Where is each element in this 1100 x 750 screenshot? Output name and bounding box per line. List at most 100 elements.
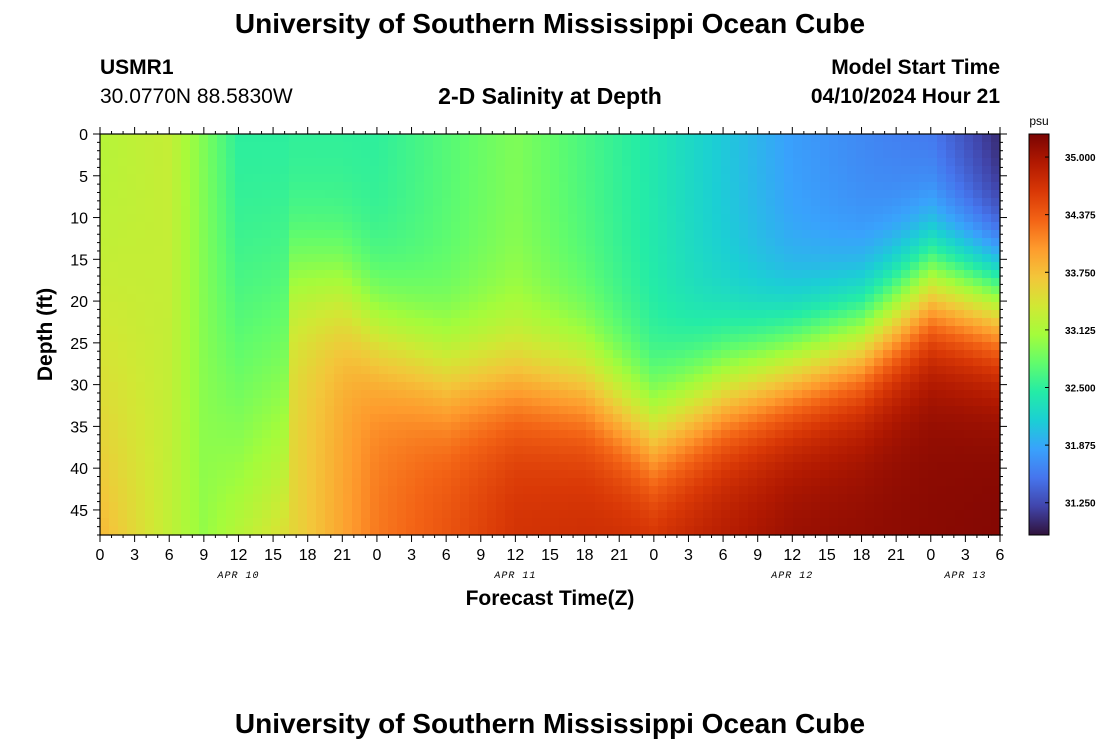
heatmap-cell bbox=[685, 390, 695, 399]
heatmap-cell bbox=[550, 294, 560, 303]
heatmap-cell bbox=[280, 270, 290, 279]
heatmap-cell bbox=[370, 478, 380, 487]
heatmap-cell bbox=[910, 478, 920, 487]
heatmap-cell bbox=[865, 150, 875, 159]
heatmap-cell bbox=[901, 206, 911, 215]
heatmap-cell bbox=[919, 414, 929, 423]
heatmap-cell bbox=[757, 430, 767, 439]
heatmap-cell bbox=[541, 334, 551, 343]
heatmap-cell bbox=[217, 318, 227, 327]
heatmap-cell bbox=[883, 254, 893, 263]
heatmap-cell bbox=[352, 262, 362, 271]
heatmap-cell bbox=[505, 182, 515, 191]
heatmap-cell bbox=[487, 462, 497, 471]
heatmap-cell bbox=[514, 310, 524, 319]
heatmap-cell bbox=[820, 182, 830, 191]
heatmap-cell bbox=[397, 150, 407, 159]
heatmap-cell bbox=[766, 214, 776, 223]
heatmap-cell bbox=[937, 462, 947, 471]
heatmap-cell bbox=[208, 230, 218, 239]
heatmap-cell bbox=[541, 478, 551, 487]
heatmap-cell bbox=[100, 526, 110, 535]
heatmap-cell bbox=[748, 358, 758, 367]
heatmap-cell bbox=[316, 198, 326, 207]
heatmap-cell bbox=[217, 502, 227, 511]
heatmap-cell bbox=[442, 318, 452, 327]
heatmap-cell bbox=[415, 174, 425, 183]
heatmap-cell bbox=[343, 206, 353, 215]
heatmap-cell bbox=[172, 454, 182, 463]
heatmap-cell bbox=[199, 494, 209, 503]
heatmap-cell bbox=[154, 326, 164, 335]
heatmap-cell bbox=[334, 254, 344, 263]
heatmap-cell bbox=[604, 334, 614, 343]
heatmap-cell bbox=[820, 318, 830, 327]
heatmap-cell bbox=[127, 198, 137, 207]
heatmap-cell bbox=[325, 438, 335, 447]
heatmap-cell bbox=[496, 382, 506, 391]
heatmap-cell bbox=[910, 334, 920, 343]
heatmap-cell bbox=[766, 398, 776, 407]
heatmap-cell bbox=[262, 158, 272, 167]
heatmap-cell bbox=[163, 510, 173, 519]
heatmap-cell bbox=[442, 134, 452, 143]
heatmap-cell bbox=[649, 342, 659, 351]
heatmap-cell bbox=[280, 502, 290, 511]
heatmap-cell bbox=[649, 270, 659, 279]
heatmap-cell bbox=[469, 374, 479, 383]
heatmap-cell bbox=[604, 358, 614, 367]
heatmap-cell bbox=[397, 358, 407, 367]
heatmap-cell bbox=[973, 166, 983, 175]
heatmap-cell bbox=[199, 326, 209, 335]
heatmap-cell bbox=[640, 278, 650, 287]
heatmap-cell bbox=[532, 526, 542, 535]
heatmap-cell bbox=[613, 142, 623, 151]
heatmap-cell bbox=[496, 454, 506, 463]
heatmap-cell bbox=[694, 390, 704, 399]
heatmap-cell bbox=[775, 142, 785, 151]
heatmap-cell bbox=[460, 518, 470, 527]
heatmap-cell bbox=[613, 502, 623, 511]
heatmap-cell bbox=[451, 502, 461, 511]
heatmap-cell bbox=[361, 302, 371, 311]
heatmap-cell bbox=[631, 422, 641, 431]
heatmap-cell bbox=[667, 262, 677, 271]
heatmap-cell bbox=[586, 462, 596, 471]
heatmap-cell bbox=[622, 254, 632, 263]
heatmap-cell bbox=[892, 134, 902, 143]
heatmap-cell bbox=[442, 406, 452, 415]
heatmap-cell bbox=[316, 286, 326, 295]
heatmap-cell bbox=[793, 270, 803, 279]
heatmap-cell bbox=[901, 478, 911, 487]
heatmap-cell bbox=[928, 166, 938, 175]
heatmap-cell bbox=[397, 510, 407, 519]
heatmap-cell bbox=[280, 518, 290, 527]
heatmap-cell bbox=[928, 150, 938, 159]
heatmap-cell bbox=[460, 470, 470, 479]
heatmap-cell bbox=[460, 510, 470, 519]
heatmap-cell bbox=[478, 318, 488, 327]
heatmap-cell bbox=[640, 430, 650, 439]
heatmap-cell bbox=[820, 494, 830, 503]
heatmap-cell bbox=[577, 294, 587, 303]
heatmap-cell bbox=[334, 206, 344, 215]
heatmap-cell bbox=[865, 174, 875, 183]
heatmap-cell bbox=[838, 206, 848, 215]
heatmap-cell bbox=[811, 214, 821, 223]
heatmap-cell bbox=[352, 190, 362, 199]
heatmap-cell bbox=[496, 334, 506, 343]
heatmap-cell bbox=[658, 182, 668, 191]
heatmap-cell bbox=[415, 294, 425, 303]
heatmap-cell bbox=[343, 422, 353, 431]
heatmap-cell bbox=[523, 214, 533, 223]
heatmap-cell bbox=[595, 262, 605, 271]
heatmap-cell bbox=[478, 270, 488, 279]
heatmap-cell bbox=[811, 278, 821, 287]
heatmap-cell bbox=[523, 166, 533, 175]
heatmap-cell bbox=[838, 174, 848, 183]
heatmap-cell bbox=[694, 358, 704, 367]
heatmap-cell bbox=[532, 262, 542, 271]
heatmap-cell bbox=[640, 174, 650, 183]
heatmap-cell bbox=[523, 406, 533, 415]
heatmap-cell bbox=[793, 494, 803, 503]
